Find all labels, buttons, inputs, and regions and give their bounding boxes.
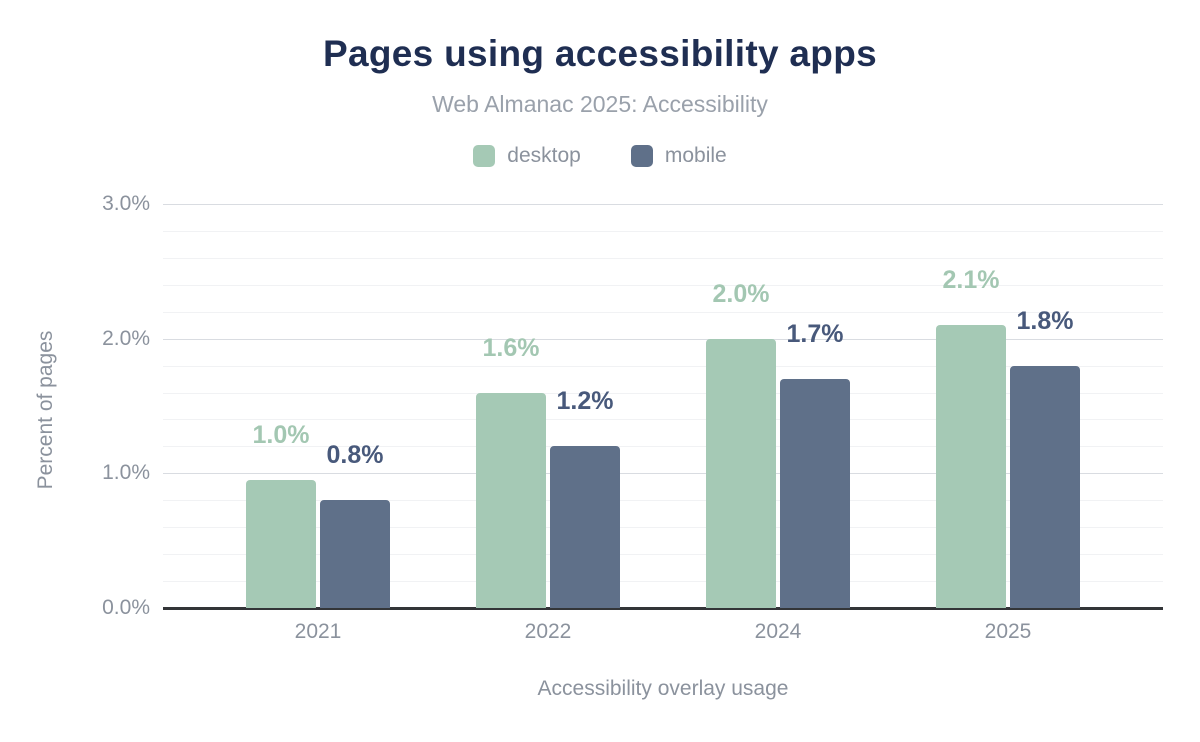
x-tick-label: 2021: [294, 620, 342, 643]
major-gridline: [163, 473, 1163, 475]
x-axis-line: [163, 607, 1163, 610]
minor-gridline: [163, 230, 1163, 232]
value-label-mobile-2025: 1.8%: [1016, 306, 1074, 335]
minor-gridline: [163, 419, 1163, 421]
minor-gridline: [163, 392, 1163, 394]
bar-desktop-2022: [476, 392, 546, 608]
major-gridline: [163, 204, 1163, 205]
value-label-desktop-2022: 1.6%: [482, 333, 540, 362]
bar-desktop-2024: [706, 338, 776, 608]
legend-label-mobile: mobile: [664, 144, 727, 167]
minor-gridline: [163, 284, 1163, 286]
legend-label-desktop: desktop: [507, 144, 581, 167]
legend-item-desktop: desktop: [473, 144, 581, 168]
y-tick-label: 1.0%: [102, 461, 150, 485]
minor-gridline: [163, 527, 1163, 529]
x-tick-label: 2025: [984, 620, 1032, 643]
bar-mobile-2021: [320, 500, 390, 608]
y-axis-title: Percent of pages: [34, 330, 57, 490]
chart-title: Pages using accessibility apps: [323, 33, 877, 74]
minor-gridline: [163, 581, 1163, 583]
major-gridline: [163, 338, 1163, 340]
y-tick-label: 3.0%: [102, 192, 150, 215]
minor-gridline: [163, 311, 1163, 313]
minor-gridline: [163, 365, 1163, 367]
legend-swatch-mobile: [630, 145, 653, 167]
value-label-desktop-2021: 1.0%: [252, 421, 310, 450]
bar-mobile-2025: [1010, 365, 1080, 608]
legend-swatch-desktop: [473, 145, 496, 167]
minor-gridline: [163, 500, 1163, 502]
bar-desktop-2025: [936, 325, 1006, 608]
x-tick-label: 2022: [524, 620, 572, 643]
chart-subtitle: Web Almanac 2025: Accessibility: [432, 91, 768, 117]
value-label-desktop-2025: 2.1%: [942, 266, 1000, 295]
value-label-mobile-2024: 1.7%: [786, 320, 844, 349]
bar-mobile-2022: [550, 446, 620, 608]
x-tick-label: 2024: [754, 620, 802, 643]
minor-gridline: [163, 446, 1163, 448]
legend-item-mobile: mobile: [630, 144, 727, 168]
plot-area: 1.0% 1.6% 2.0% 2.1% 0.8% 1.2% 1.7% 1.8%: [163, 204, 1163, 610]
bar-desktop-2021: [246, 480, 316, 608]
value-label-mobile-2021: 0.8%: [326, 441, 384, 470]
value-label-mobile-2022: 1.2%: [556, 387, 614, 416]
legend: desktop mobile: [0, 144, 1200, 168]
value-label-desktop-2024: 2.0%: [712, 279, 770, 308]
minor-gridline: [163, 554, 1163, 556]
x-axis-title: Accessibility overlay usage: [537, 677, 789, 700]
y-tick-label: 2.0%: [102, 326, 150, 350]
bar-mobile-2024: [780, 379, 850, 608]
minor-gridline: [163, 257, 1163, 259]
y-tick-label: 0.0%: [102, 596, 150, 619]
